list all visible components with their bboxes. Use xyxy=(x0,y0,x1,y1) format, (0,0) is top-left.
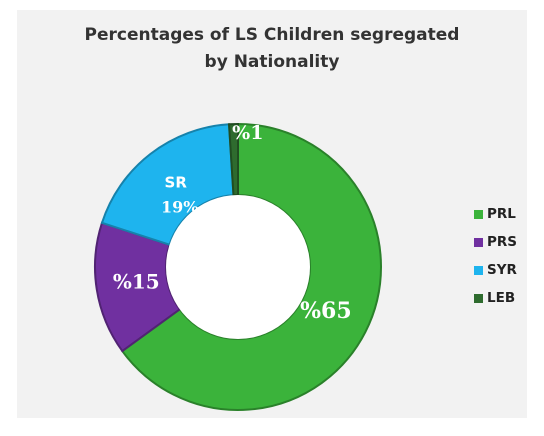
legend-item-prs: PRS xyxy=(474,228,517,256)
legend-label-prl: PRL xyxy=(487,206,516,222)
legend-label-leb: LEB xyxy=(487,290,516,306)
chart-legend: PRL PRS SYR LEB xyxy=(474,200,517,312)
chart-title-line-1: Percentages of LS Children segregated xyxy=(84,25,460,45)
legend-swatch-prl xyxy=(474,209,483,219)
slice-label-syr: 19% xyxy=(161,197,198,216)
legend-item-prl: PRL xyxy=(474,200,517,228)
donut-hole xyxy=(166,195,310,339)
legend-label-syr: SYR xyxy=(487,262,517,278)
legend-item-syr: SYR xyxy=(474,256,517,284)
chart-title: Percentages of LS Children segregated by… xyxy=(17,22,527,76)
legend-swatch-prs xyxy=(474,237,483,247)
slice-label-leb: %1 xyxy=(232,122,263,144)
slice-category-label-syr: SR xyxy=(165,173,188,191)
legend-item-leb: LEB xyxy=(474,284,517,312)
slice-label-prl: %65 xyxy=(300,298,352,324)
chart-title-line-2: by Nationality xyxy=(204,52,340,72)
legend-label-prs: PRS xyxy=(487,234,518,250)
slice-label-prs: %15 xyxy=(113,270,160,294)
legend-swatch-syr xyxy=(474,265,483,275)
legend-swatch-leb xyxy=(474,293,483,303)
